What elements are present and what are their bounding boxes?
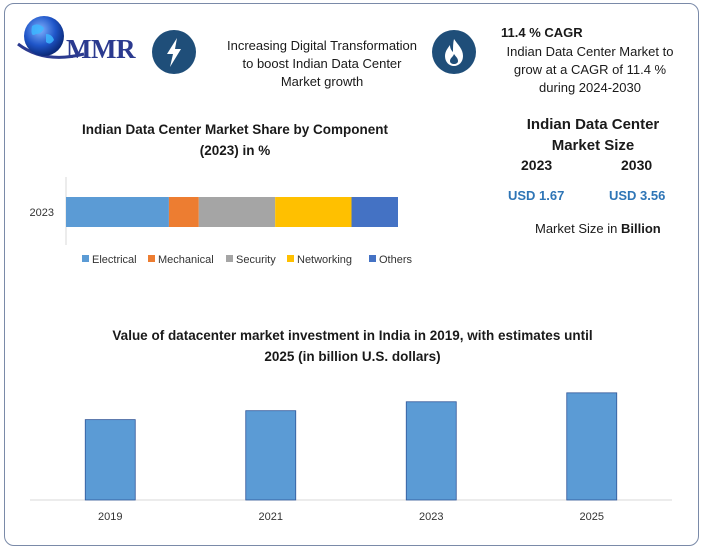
market-size-title-line-2: Market Size [551,137,635,154]
transformation-text: Increasing Digital Transformation to boo… [214,37,430,91]
investment-chart-title: Value of datacenter market investment in… [70,325,635,367]
market-size-year-2: 2030 [621,157,653,173]
investment-chart-title-line-1: Value of datacenter market investment in… [112,328,593,343]
mmr-logo: MMR [14,14,140,70]
market-size-value-2: USD 3.56 [609,188,666,203]
lightning-bolt-icon [152,30,196,74]
infographic-frame [4,3,699,546]
logo-text: MMR [66,34,135,64]
market-size-title-line-1: Indian Data Center [526,116,660,133]
share-chart-title: Indian Data Center Market Share by Compo… [50,119,420,161]
investment-chart-title-line-2: 2025 (in billion U.S. dollars) [264,349,441,364]
cagr-line-3: during 2024-2030 [539,80,641,95]
flame-icon [432,30,476,74]
cagr-description: Indian Data Center Market to grow at a C… [490,43,690,97]
cagr-title: 11.4 % CAGR [501,25,583,40]
cagr-line-2: grow at a CAGR of 11.4 % [513,62,667,77]
market-size-title: Indian Data Center Market Size [508,114,678,156]
cagr-line-1: Indian Data Center Market to [506,44,674,59]
market-size-note-unit: Billion [620,221,661,236]
share-chart-title-line-2: (2023) in % [199,143,271,158]
market-size-note: Market Size in Billion [535,221,661,236]
market-size-value-1: USD 1.67 [508,188,565,203]
transformation-line-1: Increasing Digital Transformation [226,38,418,53]
market-size-note-prefix: Market Size in [535,221,621,236]
share-chart-title-line-1: Indian Data Center Market Share by Compo… [81,122,389,137]
globe-icon [17,16,85,59]
market-size-year-1: 2023 [521,157,553,173]
transformation-line-3: Market growth [280,74,364,89]
transformation-line-2: to boost Indian Data Center [242,56,402,71]
